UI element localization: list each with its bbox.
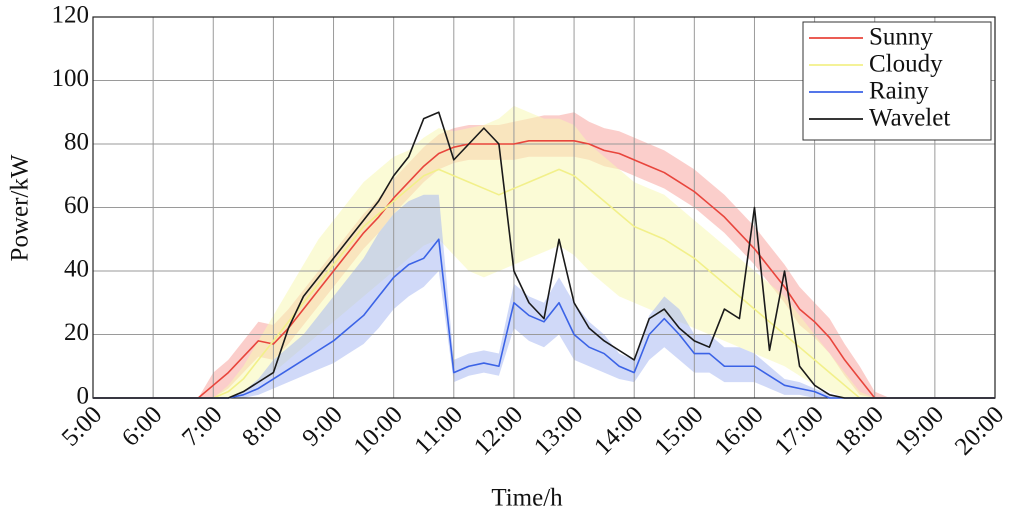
x-axis-label: Time/h	[491, 485, 563, 512]
legend-label: Wavelet	[869, 105, 950, 132]
y-axis-label: Power/kW	[7, 154, 34, 261]
y-tick-label: 100	[52, 65, 90, 92]
x-tick-label: 9:00	[297, 401, 348, 452]
x-tick-label: 16:00	[709, 401, 768, 460]
series-line	[93, 168, 995, 399]
y-tick-label: 60	[64, 192, 89, 219]
legend-label: Cloudy	[869, 51, 943, 78]
x-tick-label: 11:00	[409, 401, 468, 460]
x-tick-label: 20:00	[950, 401, 1009, 460]
x-tick-label: 13:00	[529, 401, 588, 460]
series-line	[93, 111, 995, 399]
legend-label: Rainy	[869, 78, 929, 105]
series-line	[93, 238, 995, 399]
x-tick-label: 7:00	[177, 401, 228, 452]
y-tick-label: 120	[52, 2, 90, 29]
x-tick-label: 15:00	[649, 401, 708, 460]
confidence-band	[93, 194, 995, 398]
x-tick-label: 8:00	[237, 401, 288, 452]
confidence-band	[93, 105, 995, 399]
y-tick-label: 40	[64, 256, 89, 283]
x-tick-label: 6:00	[117, 401, 168, 452]
y-tick-label: 20	[64, 319, 89, 346]
y-tick-label: 80	[64, 129, 89, 156]
legend-box	[802, 21, 992, 141]
legend-label: Sunny	[869, 24, 933, 51]
plot-frame	[92, 16, 996, 399]
x-tick-label: 12:00	[469, 401, 528, 460]
y-tick-label: 0	[77, 383, 90, 410]
x-tick-label: 19:00	[890, 401, 949, 460]
series-line	[93, 140, 995, 399]
x-tick-label: 14:00	[589, 401, 648, 460]
x-tick-label: 18:00	[830, 401, 889, 460]
x-tick-label: 10:00	[349, 401, 408, 460]
x-tick-label: 17:00	[770, 401, 829, 460]
